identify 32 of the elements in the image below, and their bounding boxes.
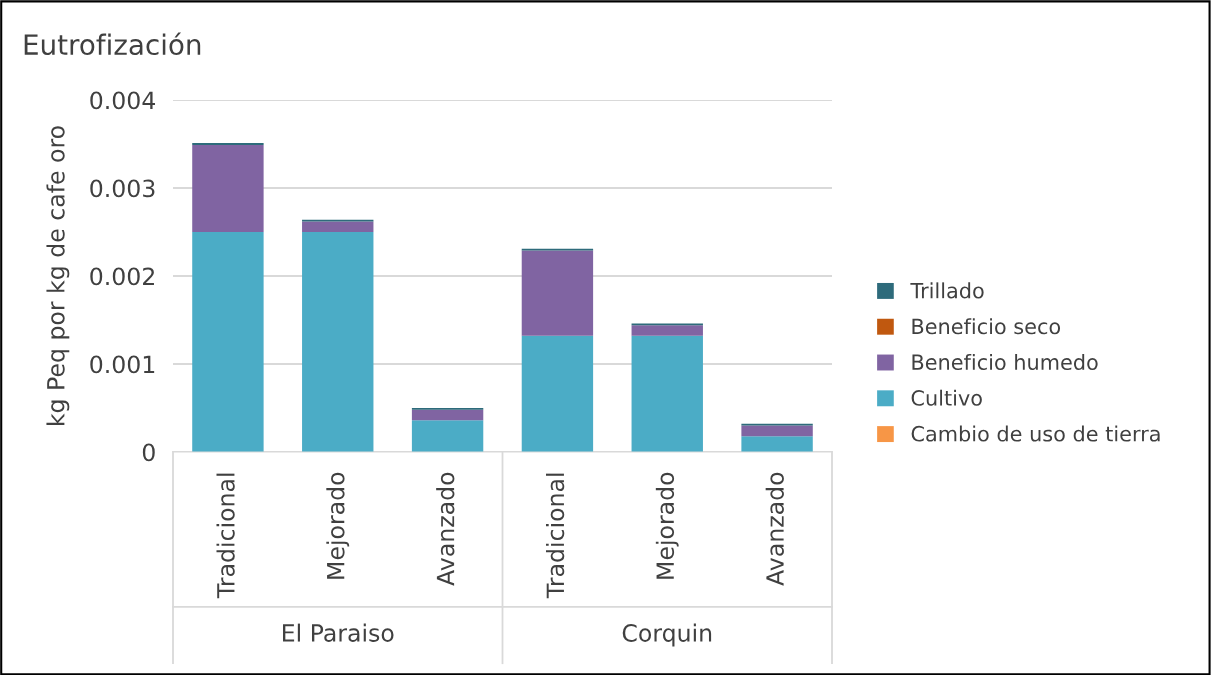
y-tick-label: 0.004 <box>90 91 156 110</box>
bar <box>302 232 374 452</box>
bar <box>631 335 703 452</box>
y-tick-label: 0.003 <box>90 179 155 198</box>
x-tick-label: Avanzado <box>765 472 784 586</box>
bar <box>631 325 703 336</box>
x-tick-label: Tradicional <box>216 473 235 599</box>
x-tick-label: Tradicional <box>545 473 565 599</box>
x-tick-label: Avanzado <box>436 472 455 586</box>
legend-label: Trillado <box>910 282 984 299</box>
legend-label: Cambio de uso de tierra <box>911 425 1160 442</box>
bar <box>521 250 594 336</box>
chart-title: Eutrofización <box>24 32 201 56</box>
bar <box>411 409 484 421</box>
bar <box>192 232 264 452</box>
y-tick-label: 0 <box>142 443 155 462</box>
bar <box>521 335 594 452</box>
legend-label: Beneficio seco <box>912 318 1061 335</box>
bar <box>302 221 374 232</box>
bar <box>192 144 264 232</box>
text: Corquin <box>622 623 712 647</box>
text: El Paraiso <box>283 623 394 642</box>
y-axis-title: kg Peq por kg de cafe oro <box>46 126 70 425</box>
y-tick-label: 0.002 <box>90 267 154 286</box>
y-tick-label: 0.001 <box>90 355 155 374</box>
x-tick-label: Mejorado <box>326 472 350 579</box>
bar <box>411 420 484 452</box>
bar <box>741 425 813 437</box>
legend-label: Beneficio humedo <box>912 353 1098 371</box>
x-tick-label: Mejorado <box>655 472 679 579</box>
bar <box>741 436 813 452</box>
legend-label: Cultivo <box>911 389 982 406</box>
